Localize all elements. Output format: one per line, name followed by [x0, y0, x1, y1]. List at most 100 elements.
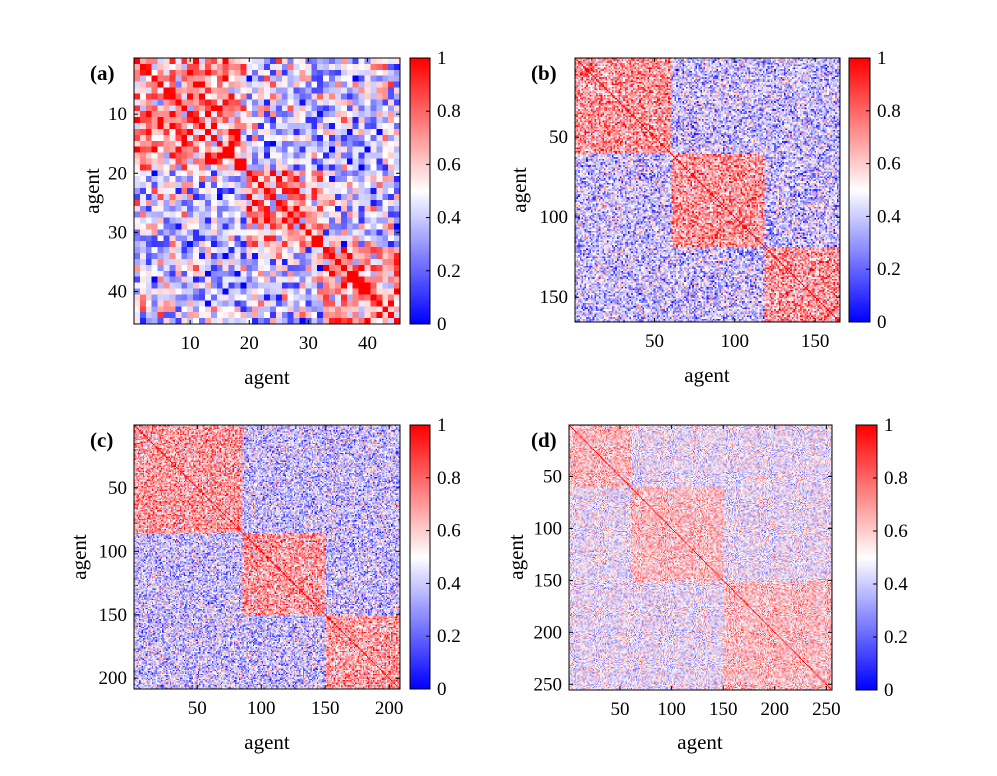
y-tick-label-a: 30 — [108, 222, 127, 243]
x-tick-label-d: 50 — [611, 699, 630, 720]
colorbar-tick-label-d: 0.6 — [884, 521, 908, 542]
x-tick-label-a: 30 — [299, 333, 318, 354]
panel-a: 10 20 30 40 10 20 30 40 (a) agent agent 0 0.2 0.… — [80, 48, 461, 389]
colorbar-ticks-b: 0 0.2 0.4 0.6 0.8 1 — [866, 48, 901, 333]
x-tick-label-b: 150 — [801, 331, 830, 352]
y-tick-label-d: 250 — [534, 674, 563, 695]
colorbar-tick-label-c: 1 — [437, 415, 447, 436]
colorbar-tick-label-a: 1 — [437, 48, 447, 69]
y-axis-label-a: agent — [80, 168, 104, 214]
colorbar-tick-label-a: 0.2 — [437, 261, 461, 282]
plot-frame-c — [133, 424, 401, 690]
y-ticks-a: 10 20 30 40 — [108, 104, 400, 302]
colorbar-tick-label-d: 1 — [884, 415, 894, 436]
y-tick-label-b: 150 — [540, 287, 569, 308]
y-ticks-d: 50 100 150 200 250 — [534, 466, 832, 695]
x-ticks-c: 50 100 150 200 — [188, 425, 404, 719]
y-tick-label-b: 100 — [540, 207, 569, 228]
heatmap-b — [575, 58, 840, 322]
plot-frame-a — [133, 57, 401, 325]
x-tick-label-a: 20 — [240, 333, 259, 354]
x-tick-label-a: 40 — [358, 333, 377, 354]
y-ticks-c: 50 100 150 200 — [99, 478, 400, 689]
x-tick-label-c: 200 — [375, 698, 404, 719]
y-tick-label-a: 20 — [108, 163, 127, 184]
y-tick-label-d: 150 — [534, 570, 563, 591]
x-tick-label-b: 100 — [721, 331, 750, 352]
y-tick-label-a: 10 — [108, 104, 127, 125]
colorbar-frame-c — [409, 424, 431, 690]
colorbar-tick-label-b: 0 — [877, 312, 887, 333]
colorbar-tick-label-c: 0.2 — [437, 626, 461, 647]
x-axis-label-d: agent — [677, 730, 723, 754]
colorbar-b — [849, 58, 870, 322]
heatmap-a — [134, 58, 400, 324]
y-tick-label-a: 40 — [108, 281, 127, 302]
x-axis-label-b: agent — [684, 363, 730, 387]
panel-b: 50 100 150 50 100 150 (b) agent agent 0 0.2 0.… — [507, 48, 901, 387]
colorbar-ticks-a: 0 0.2 0.4 0.6 0.8 1 — [426, 48, 461, 335]
heatmap-d — [569, 425, 832, 690]
y-axis-label-c: agent — [67, 534, 91, 580]
panel-label-a: (a) — [90, 61, 115, 85]
colorbar-tick-label-c: 0.6 — [437, 521, 461, 542]
x-tick-label-d: 200 — [761, 699, 790, 720]
y-tick-label-c: 50 — [108, 478, 127, 499]
y-tick-label-c: 200 — [99, 668, 128, 689]
y-tick-label-b: 50 — [549, 127, 568, 148]
plot-frame-b — [574, 57, 841, 323]
x-tick-label-a: 10 — [181, 333, 200, 354]
x-axis-label-c: agent — [244, 730, 290, 754]
colorbar-tick-label-d: 0.4 — [884, 574, 908, 595]
colorbar-frame-d — [855, 424, 878, 691]
colorbar-tick-label-c: 0.4 — [437, 573, 461, 594]
colorbar-tick-label-b: 0.8 — [877, 101, 901, 122]
colorbar-tick-label-d: 0.2 — [884, 627, 908, 648]
colorbar-tick-label-a: 0.6 — [437, 154, 461, 175]
y-axis-label-d: agent — [504, 534, 528, 580]
colorbar-frame-a — [409, 57, 431, 325]
y-axis-label-b: agent — [507, 167, 531, 213]
x-tick-label-d: 250 — [812, 699, 841, 720]
colorbar-tick-label-a: 0.8 — [437, 101, 461, 122]
y-tick-label-d: 50 — [543, 466, 562, 487]
x-tick-label-d: 100 — [657, 699, 686, 720]
x-ticks-d: 50 100 150 200 250 — [611, 425, 841, 720]
plot-frame-d — [568, 424, 833, 691]
colorbar-frame-b — [848, 57, 871, 323]
panel-label-c: (c) — [90, 428, 113, 452]
x-tick-label-b: 50 — [645, 331, 664, 352]
colorbar-c — [410, 425, 430, 689]
y-tick-label-d: 200 — [534, 622, 563, 643]
x-ticks-b: 50 100 150 — [645, 58, 829, 352]
colorbar-tick-label-c: 0 — [437, 679, 447, 700]
colorbar-tick-label-a: 0 — [437, 314, 447, 335]
colorbar-tick-label-a: 0.4 — [437, 208, 461, 229]
colorbar-tick-label-d: 0 — [884, 680, 894, 701]
colorbar-tick-label-b: 0.4 — [877, 206, 901, 227]
colorbar-tick-label-c: 0.8 — [437, 468, 461, 489]
x-tick-label-c: 50 — [188, 698, 207, 719]
colorbar-d — [856, 425, 877, 690]
x-tick-label-c: 150 — [311, 698, 340, 719]
colorbar-tick-label-d: 0.8 — [884, 468, 908, 489]
x-ticks-a: 10 20 30 40 — [181, 58, 377, 354]
colorbar-tick-label-b: 0.6 — [877, 154, 901, 175]
panel-label-b: (b) — [531, 61, 557, 85]
panel-label-d: (d) — [531, 428, 557, 452]
x-tick-label-d: 150 — [709, 699, 738, 720]
y-tick-label-c: 100 — [99, 541, 128, 562]
x-axis-label-a: agent — [244, 365, 290, 389]
colorbar-a — [410, 58, 430, 324]
y-tick-label-d: 100 — [534, 518, 563, 539]
colorbar-tick-label-b: 1 — [877, 48, 887, 69]
y-tick-label-c: 150 — [99, 605, 128, 626]
x-tick-label-c: 100 — [247, 698, 276, 719]
colorbar-ticks-d: 0 0.2 0.4 0.6 0.8 1 — [873, 415, 908, 701]
y-ticks-b: 50 100 150 — [540, 127, 840, 308]
heatmap-c — [134, 425, 400, 689]
colorbar-tick-label-b: 0.2 — [877, 259, 901, 280]
